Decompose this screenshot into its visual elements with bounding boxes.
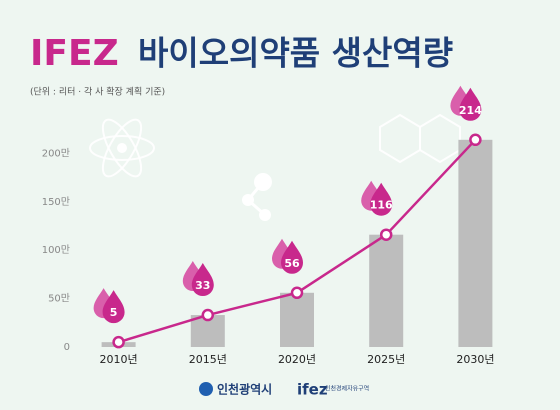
value-label: 33: [195, 279, 210, 292]
drop-front: [102, 290, 125, 324]
x-tick-label: 2030년: [456, 353, 494, 366]
chart-title: 바이오의약품 생산역량: [138, 34, 453, 73]
line-point: [379, 228, 393, 241]
drop-front: [281, 240, 303, 274]
footer-city: 인천광역시: [217, 382, 272, 397]
x-tick-label: 2015년: [189, 353, 227, 366]
y-tick-label: 200만: [42, 147, 70, 159]
drop-front: [191, 263, 214, 297]
value-label: 56: [284, 257, 300, 270]
line-point: [469, 133, 482, 147]
value-label: 5: [110, 306, 118, 319]
drop-front: [459, 87, 482, 121]
y-tick-label: 50만: [48, 293, 70, 305]
title-highlight: IFEZ: [30, 33, 119, 74]
footer-ifez: ifez: [297, 381, 328, 399]
y-tick-label: 100만: [42, 244, 70, 256]
footer: 인천광역시 ifez 인천경제자유구역: [199, 381, 369, 399]
x-tick-label: 2020년: [278, 353, 316, 366]
line-point: [290, 286, 304, 300]
y-tick-label: 150만: [42, 196, 70, 208]
bar: [458, 139, 493, 347]
subtitle: (단위 : 리터 · 각 사 확장 계획 기준): [30, 86, 165, 98]
decoration: [89, 113, 461, 221]
drop-front: [370, 182, 393, 216]
value-label: 214: [459, 104, 482, 117]
bar: [369, 234, 404, 347]
bar: [280, 292, 314, 347]
line-point: [201, 308, 215, 322]
x-tick-label: 2025년: [367, 353, 405, 366]
x-tick-label: 2010년: [100, 353, 138, 366]
value-label: 116: [370, 199, 393, 212]
y-tick-label: 0: [64, 342, 70, 353]
footer-ifez-sub: 인천경제자유구역: [325, 385, 369, 393]
line-point: [112, 335, 125, 349]
